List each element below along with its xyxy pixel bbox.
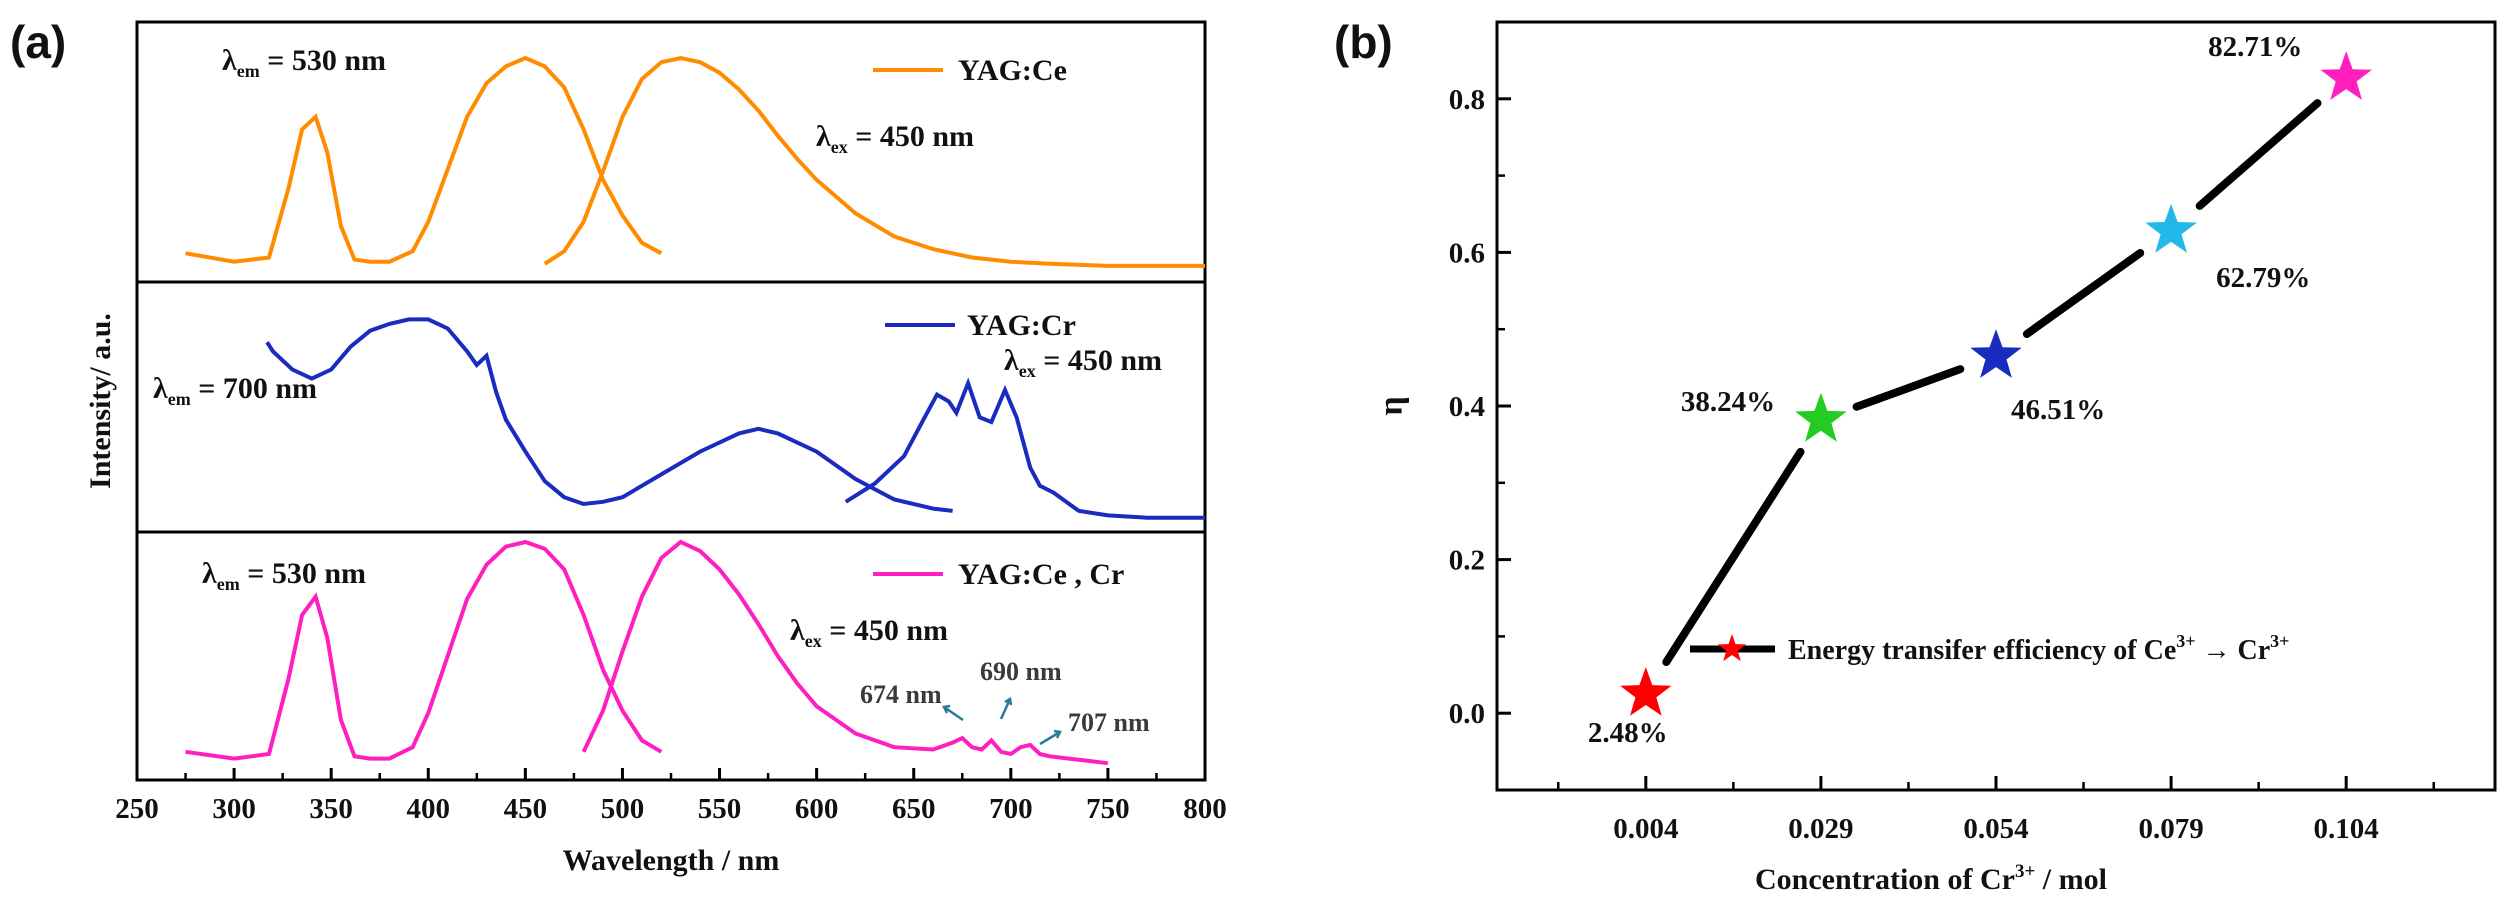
point-label: 46.51% [2011,394,2105,426]
panel-a-x-axis: 250 300 350 400 450 500 550 600 650 700 750 800 [115,768,1227,825]
yag-ce-excitation-curve [185,55,663,264]
panel-a-chart: 250 300 350 400 450 500 550 600 650 700 750 800 Int… [84,20,1227,877]
x-tick-label: 500 [601,793,645,825]
x-tick-label: 0.079 [2138,813,2203,845]
x-tick-label: 600 [795,793,839,825]
x-tick-label: 450 [504,793,548,825]
x-tick-label: 250 [115,793,159,825]
y-tick-label: 0.6 [1449,237,1485,269]
x-tick-label: 0.029 [1788,813,1853,845]
efficiency-line-segment [1662,447,1805,666]
data-point-star [2320,51,2372,100]
data-point-star [1620,667,1672,716]
yag-cr-lambda-em-label: λem = 700 nm [153,372,317,409]
point-label: 62.79% [2216,262,2310,294]
panel-b-legend: Energy transifer efficiency of Ce3+ → Cr… [1690,631,2289,666]
efficiency-line-segment [2022,249,2145,338]
x-tick-label: 800 [1183,793,1227,825]
yag-ce-cr-lambda-ex-label: λex = 450 nm [790,614,948,651]
x-tick-label: 350 [309,793,353,825]
y-tick-label: 0.4 [1449,391,1485,423]
point-label: 82.71% [2208,31,2302,63]
legend-label-yag-ce-cr: YAG:Ce , Cr [958,558,1124,591]
efficiency-line-segment [1852,365,1965,411]
x-tick-label: 0.004 [1613,813,1678,845]
peak-label-690: 690 nm [980,657,1062,686]
panel-b-x-axis: 0.004 0.029 0.054 0.079 0.104 [1557,776,2435,845]
point-label: 38.24% [1681,386,1775,418]
x-tick-label: 550 [698,793,742,825]
yag-ce-cr-emission-curve [581,539,1109,766]
yag-ce-cr-excitation-curve [185,539,663,761]
x-tick-label: 400 [407,793,451,825]
panel-a-y-axis-label: Intensity/ a.u. [84,313,117,489]
subplot-yag-ce-cr: YAG:Ce , Cr λem = 530 nm λex = 450 nm 67… [185,539,1150,766]
data-point-star [1970,329,2022,378]
yag-cr-lambda-ex-label: λex = 450 nm [1004,344,1162,381]
panel-b-y-axis: 0.0 0.2 0.4 0.6 0.8 [1449,84,1511,792]
legend-text: Energy transifer efficiency of Ce3+ → Cr… [1788,631,2289,666]
arrow-707-head [1053,729,1062,739]
peak-arrows [942,696,1062,746]
panel-b-series [1620,51,2372,716]
panel-a-label: (a) [10,16,66,68]
subplot-yag-cr: YAG:Cr λem = 700 nm λex = 450 nm [153,309,1205,520]
x-tick-label: 0.054 [1963,813,2028,845]
panel-b-label: (b) [1334,16,1393,68]
panel-a-x-axis-label: Wavelength / nm [563,844,780,877]
data-point-star [2145,203,2197,253]
yag-ce-emission-curve [543,55,1205,268]
arrow-690-head [1004,696,1013,706]
yag-ce-cr-lambda-em-label: λem = 530 nm [202,557,366,594]
efficiency-line-segment [2195,99,2322,210]
panel-b-x-axis-label: Concentration of Cr3+ / mol [1755,861,2107,896]
data-point-star [1795,392,1847,442]
arrow-690 [999,698,1012,720]
x-tick-label: 300 [212,793,256,825]
y-tick-label: 0.0 [1449,698,1485,730]
legend-star-marker [1717,634,1747,662]
yag-ce-lambda-ex-label: λex = 450 nm [816,120,974,157]
y-tick-label: 0.8 [1449,84,1485,116]
arrow-707 [1039,730,1061,746]
panel-b-y-axis-label: η [1373,396,1410,415]
legend-label-yag-cr: YAG:Cr [967,309,1076,342]
x-tick-label: 0.104 [2314,813,2379,845]
yag-ce-lambda-em-label: λem = 530 nm [222,44,386,81]
point-label: 2.48% [1588,717,1668,749]
x-tick-label: 700 [989,793,1033,825]
peak-label-674: 674 nm [860,680,942,709]
y-tick-label: 0.2 [1449,545,1485,577]
x-tick-label: 750 [1086,793,1130,825]
peak-label-707: 707 nm [1068,708,1150,737]
yag-cr-emission-curve [844,377,1205,520]
x-tick-label: 650 [892,793,936,825]
legend-label-yag-ce: YAG:Ce [958,54,1067,87]
subplot-yag-ce: YAG:Ce λem = 530 nm λex = 450 nm [185,44,1205,268]
yag-cr-excitation-curve [265,317,953,513]
panel-b-point-labels: 2.48% 38.24% 46.51% 62.79% 82.71% [1588,31,2311,749]
panel-b-chart: 0.0 0.2 0.4 0.6 0.8 0.004 0.029 0.054 0.079 0.10… [1373,20,2497,896]
arrow-674 [943,705,964,722]
arrow-674-head [942,704,951,714]
